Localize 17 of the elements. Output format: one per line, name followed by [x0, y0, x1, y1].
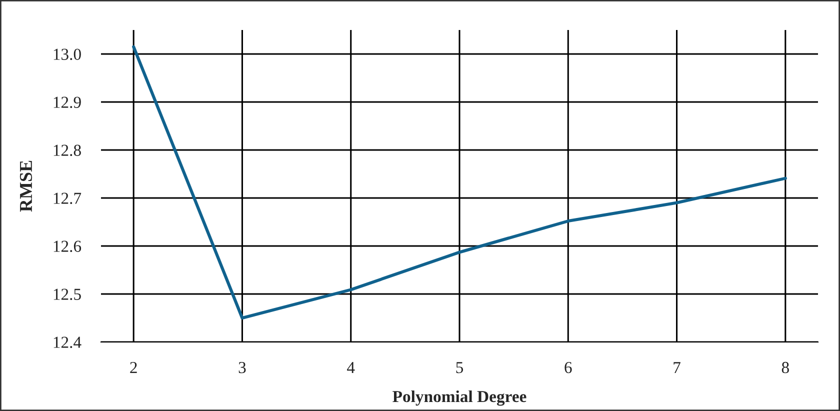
y-tick-label: 12.4	[54, 336, 82, 348]
y-tick-label: 12.7	[54, 192, 82, 204]
y-tick-label: 13.0	[54, 48, 81, 60]
x-tick-label: 3	[238, 362, 246, 374]
y-tick-label: 12.9	[54, 96, 81, 108]
x-tick-label: 4	[347, 362, 355, 374]
x-tick-label: 8	[782, 362, 789, 374]
x-tick-label: 6	[564, 362, 572, 374]
x-tick-label: 5	[456, 362, 464, 374]
x-axis-title: Polynomial Degree	[392, 390, 526, 406]
line-series	[132, 45, 787, 320]
y-tick-label: 12.6	[54, 240, 82, 252]
y-tick-label: 12.5	[54, 288, 81, 300]
y-tick-label: 12.8	[54, 144, 81, 156]
y-axis-title: RMSE	[20, 160, 32, 212]
x-tick-label: 2	[130, 362, 137, 374]
x-tick-label: 7	[674, 362, 680, 374]
